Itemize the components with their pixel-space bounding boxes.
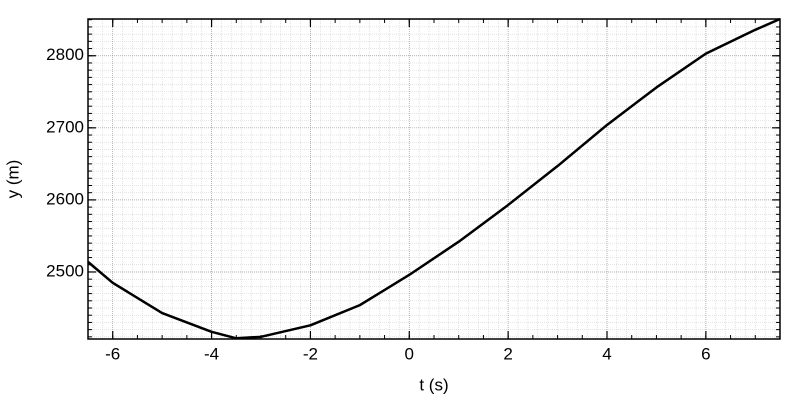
x-axis-label: t (s) [419,375,448,394]
x-tick-label: 0 [405,344,414,363]
y-tick-label: 2700 [46,117,84,136]
y-tick-label: 2500 [46,261,84,280]
x-tick-label: -2 [303,344,318,363]
x-tick-label: 6 [701,344,710,363]
y-axis-label: y (m) [3,160,22,199]
y-tick-label: 2600 [46,189,84,208]
data-line [87,17,781,340]
y-tick-label: 2800 [46,45,84,64]
plot-area [88,19,780,339]
x-tick-label: 4 [602,344,611,363]
x-tick-label: -4 [204,344,219,363]
x-tick-label: 2 [503,344,512,363]
x-tick-label: -6 [105,344,120,363]
plot-frame [87,18,781,340]
